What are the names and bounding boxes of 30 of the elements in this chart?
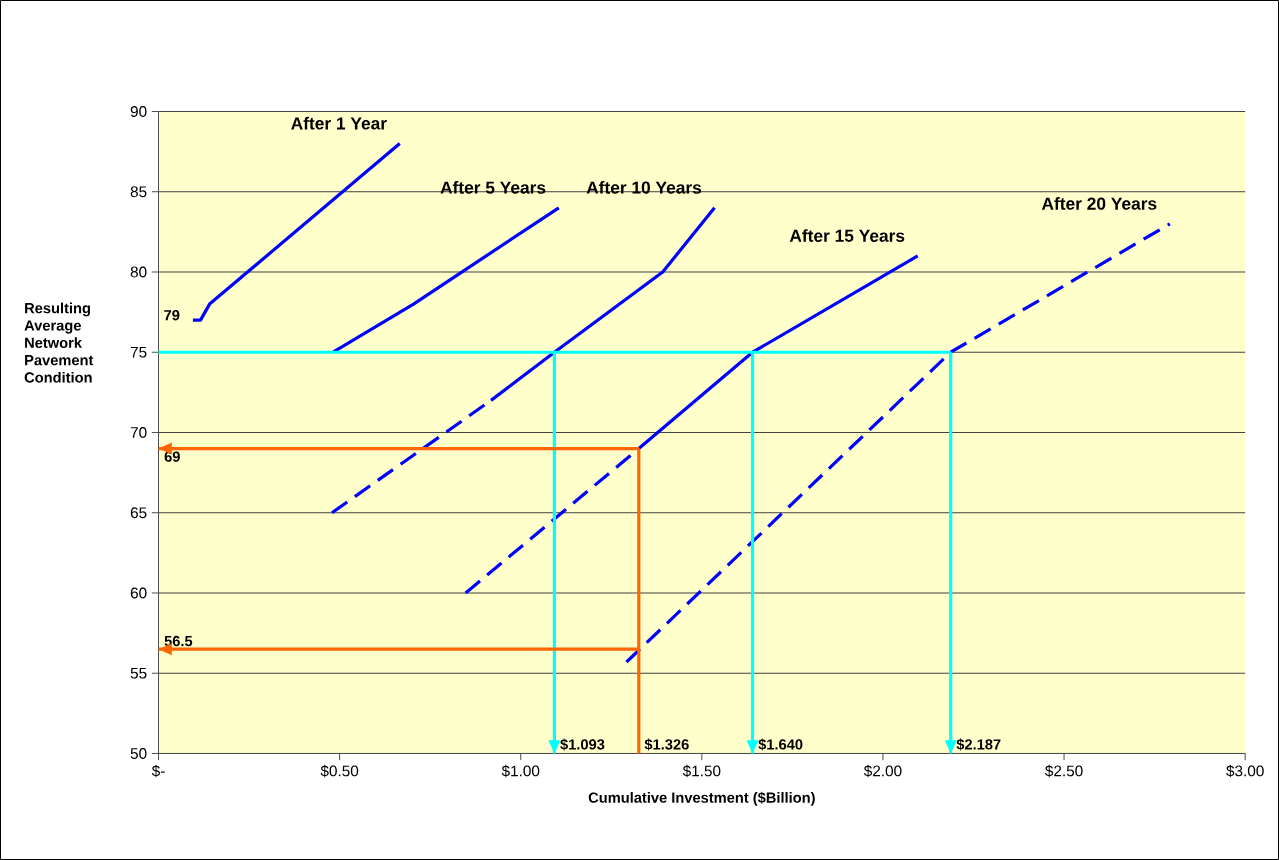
x-tick-label: $1.50 (682, 764, 721, 778)
series-label: After 5 Years (440, 181, 546, 194)
series-label: After 20 Years (1041, 197, 1157, 210)
y-tick-label: 90 (130, 106, 147, 117)
annotation: 56.5 (164, 635, 193, 647)
x-axis-title: Cumulative Investment ($Billion) (588, 791, 815, 806)
annotation: $1.093 (560, 738, 605, 751)
y-tick-label: 50 (130, 748, 147, 759)
annotation: $1.326 (644, 738, 689, 751)
annotation: 79 (164, 310, 180, 321)
y-tick-label: 85 (130, 186, 147, 198)
y-tick-label: 65 (130, 507, 147, 519)
annotation: $1.640 (758, 738, 803, 751)
x-tick-label: $1.00 (501, 764, 540, 778)
y-tick-label: 70 (130, 427, 147, 438)
y-tick-label: 55 (130, 667, 147, 679)
x-tick-label: $2.00 (863, 764, 902, 778)
series-label: After 10 Years (586, 181, 702, 194)
x-tick-label: $- (151, 764, 165, 778)
annotation: $2.187 (956, 738, 1001, 751)
y-tick-label: 80 (130, 266, 147, 278)
series-label: After 1 Year (291, 116, 387, 130)
x-tick-label: $3.00 (1226, 764, 1264, 778)
y-tick-label: 75 (130, 346, 147, 358)
y-axis-title: Resulting Average Network Pavement Condition (24, 302, 94, 383)
series-label: After 15 Years (789, 229, 905, 242)
x-tick-label: $0.50 (320, 764, 359, 778)
y-tick-label: 60 (130, 587, 147, 599)
annotation: 69 (164, 451, 180, 462)
x-tick-label: $2.50 (1045, 764, 1083, 778)
